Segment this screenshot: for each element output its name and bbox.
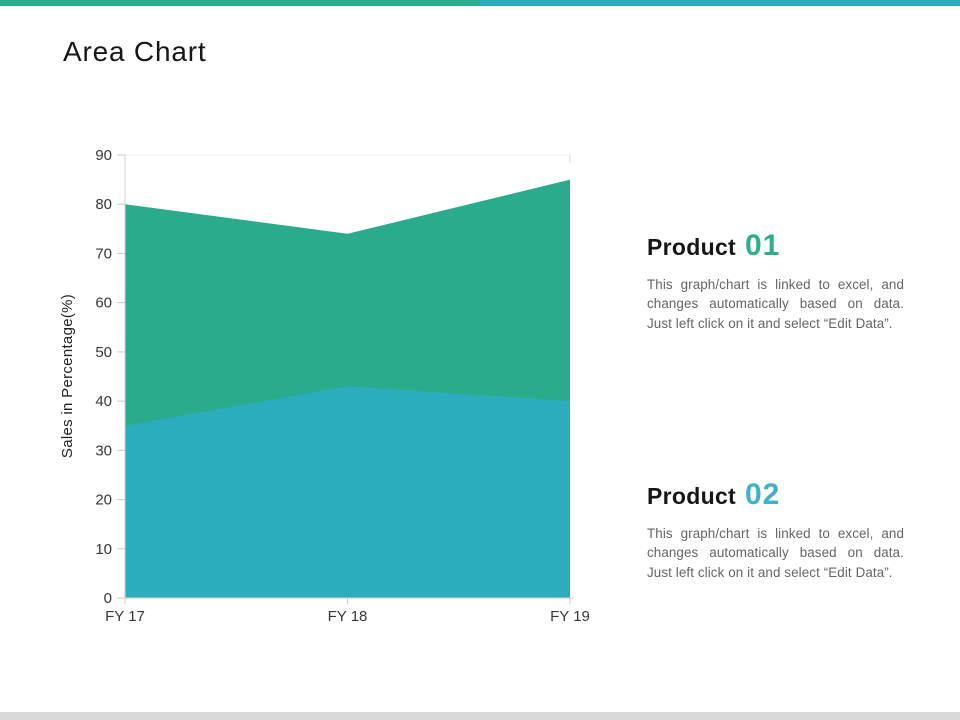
top-accent-left bbox=[0, 0, 480, 6]
top-accent-bar bbox=[0, 0, 960, 6]
area-series-product-02 bbox=[125, 386, 570, 598]
y-axis-label: Sales in Percentage(%) bbox=[59, 294, 76, 458]
x-tick-label: FY 17 bbox=[105, 608, 145, 625]
bottom-bar bbox=[0, 712, 960, 720]
product-01-description: This graph/chart is linked to excel, and… bbox=[647, 277, 904, 331]
y-tick-label: 80 bbox=[95, 196, 112, 213]
x-tick-label: FY 18 bbox=[328, 608, 368, 625]
y-tick-label: 10 bbox=[95, 541, 112, 558]
product-01-number: 01 bbox=[745, 229, 781, 262]
y-tick-label: 50 bbox=[95, 344, 112, 361]
y-tick-label: 40 bbox=[95, 393, 112, 410]
y-tick-label: 70 bbox=[95, 245, 112, 262]
page-title: Area Chart bbox=[63, 36, 207, 67]
product-01-block: Product 01 This graph/chart is linked to… bbox=[647, 229, 904, 333]
y-tick-label: 20 bbox=[95, 492, 112, 509]
y-tick-label: 60 bbox=[95, 295, 112, 312]
x-tick-label: FY 19 bbox=[550, 608, 590, 625]
product-02-description: This graph/chart is linked to excel, and… bbox=[647, 526, 904, 580]
product-02-block: Product 02 This graph/chart is linked to… bbox=[647, 478, 904, 582]
product-02-label: Product bbox=[647, 483, 736, 509]
product-01-heading: Product 01 bbox=[647, 229, 904, 263]
top-accent-right bbox=[480, 0, 960, 6]
y-tick-label: 0 bbox=[104, 590, 112, 607]
area-chart[interactable]: Sales in Percentage(%) 0 10 20 30 40 50 60 70 80… bbox=[40, 130, 620, 650]
y-tick-label: 30 bbox=[95, 442, 112, 459]
y-tick-label: 90 bbox=[95, 147, 112, 164]
product-02-number: 02 bbox=[745, 478, 781, 511]
product-02-heading: Product 02 bbox=[647, 478, 904, 512]
product-01-label: Product bbox=[647, 234, 736, 260]
